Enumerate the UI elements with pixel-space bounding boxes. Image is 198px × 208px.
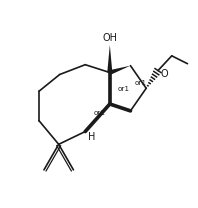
Text: H: H <box>89 132 96 142</box>
Text: or1: or1 <box>118 86 130 92</box>
Text: OH: OH <box>102 33 117 43</box>
Polygon shape <box>107 45 112 73</box>
Polygon shape <box>109 66 130 75</box>
Text: or1: or1 <box>94 110 106 116</box>
Text: O: O <box>160 68 168 79</box>
Text: or1: or1 <box>134 80 146 86</box>
